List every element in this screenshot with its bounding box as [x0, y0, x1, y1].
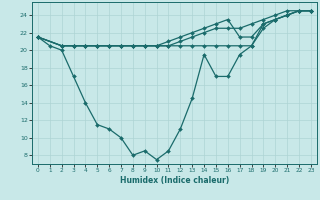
X-axis label: Humidex (Indice chaleur): Humidex (Indice chaleur)	[120, 176, 229, 185]
